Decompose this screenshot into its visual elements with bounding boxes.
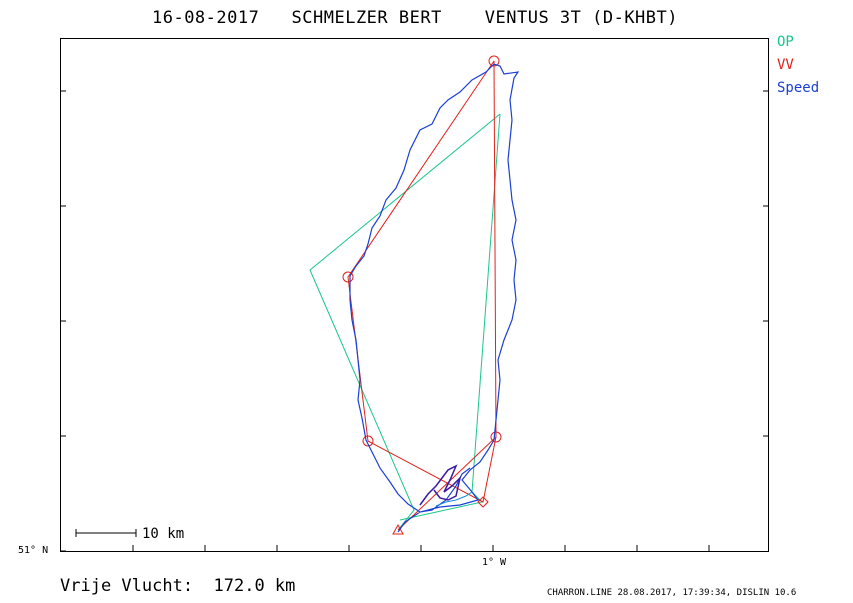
vv-route-line-2 xyxy=(397,436,497,531)
turnpoint-2 xyxy=(342,271,354,283)
latitude-label: 51° N xyxy=(18,545,49,556)
finish-marker xyxy=(477,496,489,508)
op-route-line-2 xyxy=(399,113,501,521)
scale-bar xyxy=(75,529,137,537)
op-route-line xyxy=(309,113,501,531)
legend-speed: Speed xyxy=(777,80,820,96)
turnpoint-3 xyxy=(362,435,374,447)
legend-vv: VV xyxy=(777,57,794,73)
speed-track-loops xyxy=(419,464,462,506)
frame-ticks xyxy=(60,90,769,552)
speed-track-line xyxy=(349,63,520,533)
credit-label: CHARRON.LINE 28.08.2017, 17:39:34, DISLI… xyxy=(547,588,797,598)
turnpoint-1 xyxy=(488,55,500,67)
distance-label: Vrije Vlucht: 172.0 km xyxy=(60,576,296,596)
map-title: 16-08-2017 SCHMELZER BERT VENTUS 3T (D-K… xyxy=(151,8,678,28)
scale-bar-label: 10 km xyxy=(142,526,185,542)
turnpoint-4 xyxy=(490,431,502,443)
speed-track-extra xyxy=(435,491,473,507)
longitude-label: 1° W xyxy=(482,557,507,568)
vv-route-line xyxy=(347,60,497,503)
start-marker xyxy=(392,523,404,535)
map-frame xyxy=(60,38,769,552)
legend-op: OP xyxy=(777,34,794,50)
